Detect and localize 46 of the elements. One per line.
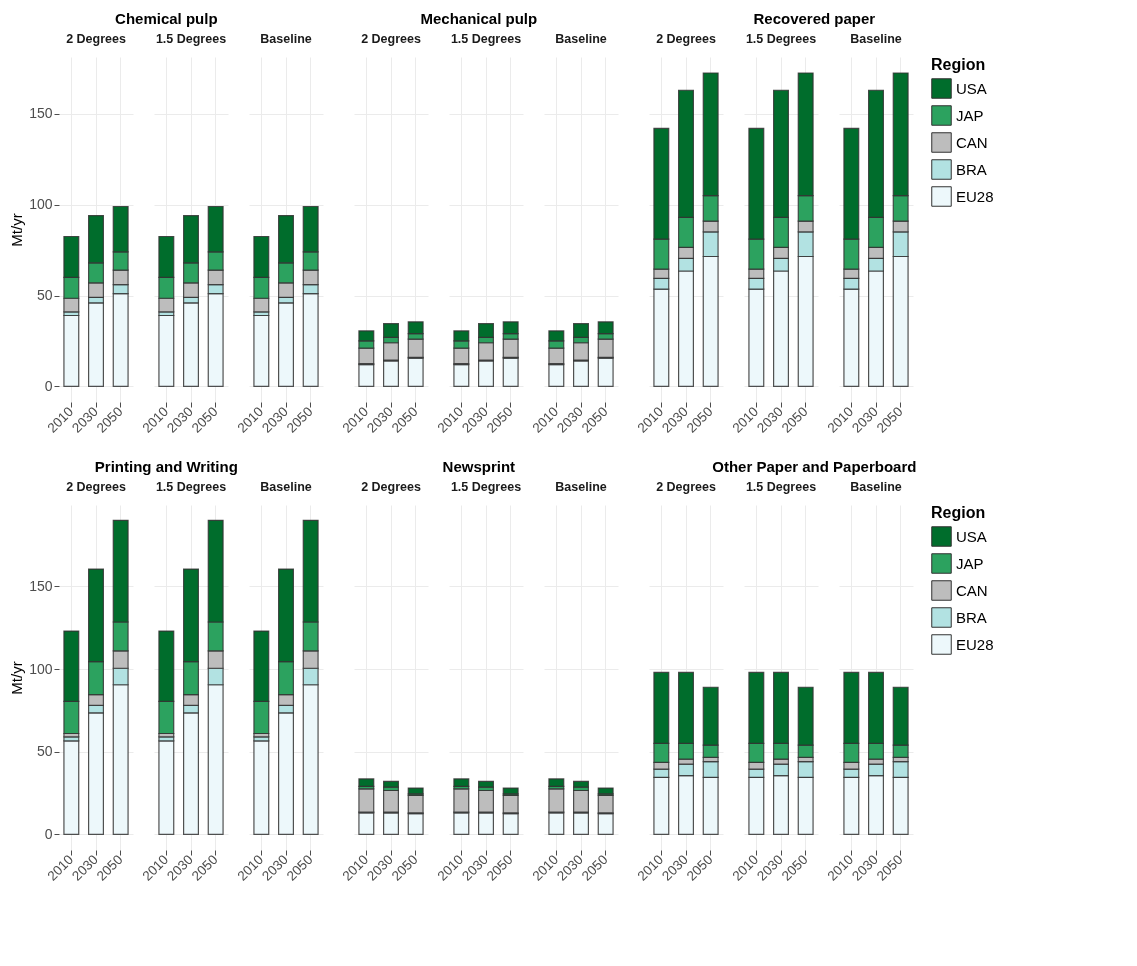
- chart-subtitle: 1.5 Degrees: [450, 31, 522, 46]
- legend-label: USA: [956, 527, 987, 545]
- legend-label: BRA: [956, 608, 987, 626]
- chart-title: Other Paper and Paperboard: [712, 457, 917, 475]
- legend-label: USA: [956, 79, 987, 97]
- chart-subtitle: 2 Degrees: [656, 31, 716, 46]
- chart-subtitle: 1.5 Degrees: [155, 479, 227, 494]
- y-tick-label: 100: [29, 660, 53, 677]
- chart-subtitle: 1.5 Degrees: [745, 479, 817, 494]
- chart-title: Chemical pulp: [115, 9, 218, 27]
- chart-subtitle: Baseline: [850, 479, 902, 494]
- legend-label: EU28: [956, 635, 994, 653]
- chart-subtitle: 1.5 Degrees: [155, 31, 227, 46]
- legend-label: CAN: [956, 581, 988, 599]
- chart-subtitle: 1.5 Degrees: [745, 31, 817, 46]
- legend-label: CAN: [956, 133, 988, 151]
- y-tick-label: 150: [29, 577, 53, 594]
- chart-title: Newsprint: [442, 457, 516, 475]
- chart-subtitle: 2 Degrees: [66, 31, 126, 46]
- chart-subtitle: Baseline: [555, 479, 607, 494]
- legend-label: EU28: [956, 187, 994, 205]
- chart-subtitle: 2 Degrees: [361, 479, 421, 494]
- y-axis-title: Mt/yr: [8, 213, 26, 247]
- chart-subtitle: Baseline: [260, 31, 312, 46]
- y-tick-label: 100: [29, 196, 53, 213]
- chart-subtitle: 2 Degrees: [66, 479, 126, 494]
- legend-title: Region: [931, 504, 986, 521]
- chart-subtitle: 2 Degrees: [656, 479, 716, 494]
- chart-title: Printing and Writing: [94, 457, 238, 475]
- chart-subtitle: 2 Degrees: [361, 31, 421, 46]
- legend-label: JAP: [956, 554, 984, 572]
- y-tick-label: 50: [36, 287, 53, 304]
- chart-subtitle: 1.5 Degrees: [450, 479, 522, 494]
- chart-title: Recovered paper: [753, 9, 876, 27]
- y-tick-label: 150: [29, 105, 53, 122]
- chart-subtitle: Baseline: [260, 479, 312, 494]
- legend-label: BRA: [956, 160, 987, 178]
- y-tick-label: 0: [44, 825, 53, 842]
- legend-label: JAP: [956, 106, 984, 124]
- y-tick-label: 0: [44, 377, 53, 394]
- chart-subtitle: Baseline: [555, 31, 607, 46]
- chart-subtitle: Baseline: [850, 31, 902, 46]
- y-tick-label: 50: [36, 743, 53, 760]
- y-axis-title: Mt/yr: [8, 661, 26, 695]
- chart-title: Mechanical pulp: [420, 9, 538, 27]
- legend-title: Region: [931, 56, 986, 73]
